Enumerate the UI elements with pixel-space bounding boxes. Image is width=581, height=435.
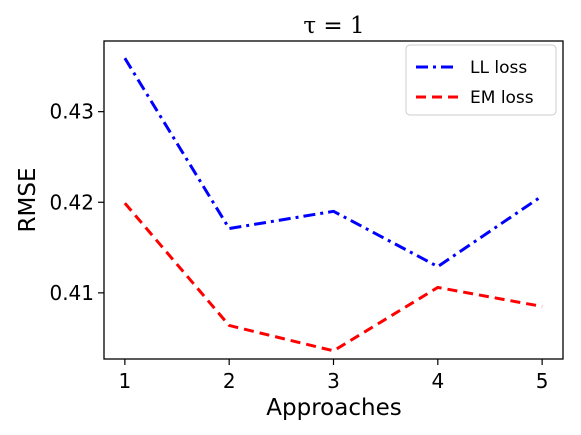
axis-ticks: 1 2 3 4 5 0.41 0.42 0.43	[49, 100, 548, 393]
legend-label-em-loss: EM loss	[470, 88, 534, 108]
legend: LL loss EM loss	[405, 44, 557, 116]
x-tick-label-3: 3	[327, 369, 340, 393]
chart-title: τ = 1	[303, 13, 364, 39]
legend-label-ll-loss: LL loss	[470, 58, 527, 78]
x-axis-label: Approaches	[266, 395, 401, 421]
series-line-em-loss	[123, 202, 543, 353]
x-tick-label-2: 2	[223, 369, 236, 393]
y-tick-label-0.42: 0.42	[49, 190, 94, 214]
legend-box	[405, 44, 557, 116]
x-tick-label-1: 1	[118, 369, 131, 393]
series-layer	[123, 57, 543, 353]
x-tick-label-4: 4	[431, 369, 444, 393]
y-axis-label: RMSE	[15, 168, 41, 233]
y-tick-label-0.43: 0.43	[49, 100, 94, 124]
x-tick-label-5: 5	[536, 369, 549, 393]
y-tick-label-0.41: 0.41	[49, 281, 94, 305]
